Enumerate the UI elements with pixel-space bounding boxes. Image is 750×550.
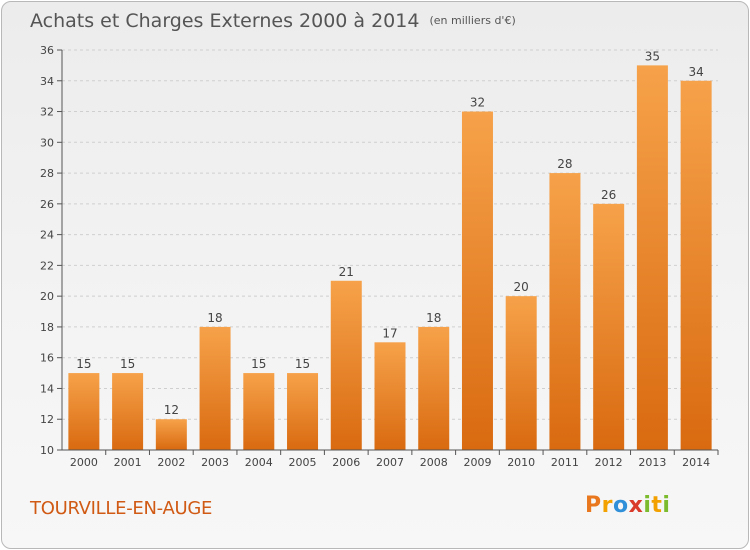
bar-value-label: 15	[251, 357, 266, 371]
y-tick-label: 24	[40, 229, 54, 242]
x-tick-label: 2005	[289, 456, 317, 469]
x-tick-label: 2001	[114, 456, 142, 469]
logo-letter: P	[585, 493, 602, 518]
y-tick-label: 16	[40, 352, 54, 365]
bar-value-label: 35	[645, 49, 660, 63]
y-tick-label: 14	[40, 382, 54, 395]
x-tick-label: 2004	[245, 456, 273, 469]
y-tick-label: 22	[40, 259, 54, 272]
bar	[549, 173, 581, 451]
y-tick-label: 32	[40, 106, 54, 119]
axes	[57, 49, 719, 455]
bar	[374, 342, 406, 450]
y-tick-label: 34	[40, 75, 54, 88]
bar	[418, 326, 450, 450]
y-tick-label: 28	[40, 167, 54, 180]
logo-letter: i	[643, 493, 652, 518]
bar-value-label: 15	[295, 357, 310, 371]
logo-letter: t	[651, 493, 663, 518]
bar-value-label: 12	[164, 403, 179, 417]
logo-letter: r	[601, 493, 613, 518]
bar	[199, 326, 231, 450]
bar	[680, 80, 712, 451]
x-tick-label: 2002	[157, 456, 185, 469]
chart-title-text: Achats et Charges Externes 2000 à 2014	[30, 10, 420, 32]
logo-letter: x	[628, 493, 644, 518]
x-tick-label: 2013	[638, 456, 666, 469]
y-tick-label: 26	[40, 198, 54, 211]
bar-value-label: 18	[207, 311, 222, 325]
y-tick-label: 20	[40, 290, 54, 303]
x-tick-label: 2012	[595, 456, 623, 469]
x-tick-label: 2009	[463, 456, 491, 469]
x-tick-label: 2007	[376, 456, 404, 469]
bar	[505, 296, 537, 450]
bar	[243, 373, 275, 450]
bar	[287, 373, 319, 450]
y-tick-label: 36	[40, 44, 54, 57]
x-tick-label: 2011	[551, 456, 579, 469]
bar-value-label: 32	[470, 96, 485, 110]
bar-value-label: 34	[688, 65, 703, 79]
bar-value-label: 17	[382, 326, 397, 340]
city-name: TOURVILLE-EN-AUGE	[30, 498, 213, 519]
y-tick-label: 18	[40, 321, 54, 334]
x-tick-label: 2003	[201, 456, 229, 469]
y-tick-label: 30	[40, 136, 54, 149]
bar	[68, 373, 100, 450]
chart-title: Achats et Charges Externes 2000 à 2014 (e…	[30, 10, 516, 32]
bar	[593, 203, 625, 450]
bar-value-label: 18	[426, 311, 441, 325]
labels: 10 12 14 16 18 20 22 24 26 28 30 32 34 36 15 2000 15 2001…	[40, 44, 710, 469]
y-tick-label: 10	[40, 444, 54, 457]
bar-value-label: 20	[514, 280, 529, 294]
bar	[330, 280, 362, 450]
proxiti-logo: Proxiti	[585, 493, 670, 518]
logo-letter: o	[612, 493, 629, 518]
y-tick-label: 12	[40, 413, 54, 426]
x-tick-label: 2000	[70, 456, 98, 469]
x-tick-label: 2008	[420, 456, 448, 469]
x-tick-label: 2010	[507, 456, 535, 469]
x-tick-label: 2014	[682, 456, 710, 469]
bar	[112, 373, 144, 450]
bar-value-label: 15	[120, 357, 135, 371]
bar-value-label: 21	[339, 265, 354, 279]
chart-unit: (en milliers d'€)	[429, 14, 516, 27]
bar-value-label: 28	[557, 157, 572, 171]
bar	[636, 65, 668, 450]
bar-value-label: 15	[76, 357, 91, 371]
bar-value-label: 26	[601, 188, 616, 202]
bar	[461, 111, 493, 451]
x-tick-label: 2006	[332, 456, 360, 469]
bars	[68, 65, 712, 451]
bar	[155, 419, 187, 450]
logo-letter: i	[662, 493, 671, 518]
